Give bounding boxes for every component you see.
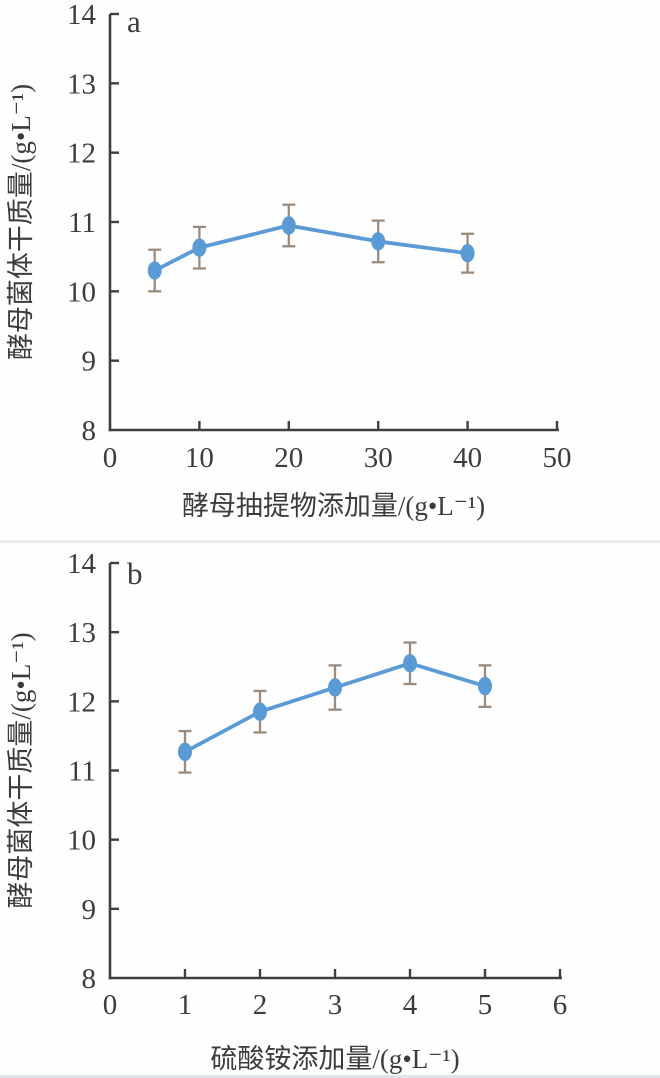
y-tick-label: 12 (67, 138, 96, 170)
y-tick-label: 13 (67, 617, 96, 649)
x-axis-label: 硫酸铵添加量/(g•L⁻¹) (210, 1044, 459, 1074)
data-point (460, 244, 475, 263)
y-tick-label: 10 (67, 276, 96, 308)
panel-separator (0, 540, 660, 543)
y-tick-label: 8 (82, 963, 97, 995)
data-point (253, 702, 267, 721)
y-tick-label: 11 (68, 756, 96, 788)
x-tick-label: 0 (103, 442, 118, 474)
data-point (147, 261, 162, 280)
chart-panel-b: 8 9 10 11 12 13 14 0 1 2 3 4 5 6 b 酵母菌体干质量/(g•L⁻¹) 硫酸铵添加… (0, 543, 660, 1075)
y-tick-label: 9 (82, 894, 97, 926)
x-tick-label: 5 (478, 989, 493, 1021)
y-axis-label: 酵母菌体干质量/(g•L⁻¹) (6, 84, 36, 360)
data-point (371, 232, 386, 251)
y-tick-label: 8 (82, 415, 97, 447)
y-tick-label: 13 (67, 68, 96, 100)
x-tick-label: 2 (253, 989, 268, 1021)
y-tick-label: 9 (82, 346, 97, 378)
y-axis-label: 酵母菌体干质量/(g•L⁻¹) (6, 632, 36, 908)
y-tick-label: 11 (68, 207, 96, 239)
chart-a: 8 9 10 11 12 13 14 0 10 20 30 40 50 a 酵母菌体干质量/(g•L⁻¹) 酵… (6, 0, 572, 521)
y-tick-label: 14 (67, 0, 97, 31)
chart-panel-a: 8 9 10 11 12 13 14 0 10 20 30 40 50 a 酵母菌体干质量/(g•L⁻¹) 酵… (6, 0, 572, 521)
y-tick-label: 14 (67, 548, 97, 580)
panel-label: a (127, 4, 141, 39)
panel-label: b (127, 556, 143, 591)
x-tick-label: 40 (453, 442, 482, 474)
x-axis-label: 酵母抽提物添加量/(g•L⁻¹) (182, 491, 485, 521)
x-tick-label: 6 (553, 989, 568, 1021)
y-tick-label: 10 (67, 825, 96, 857)
x-tick-label: 3 (328, 989, 343, 1021)
data-point (328, 678, 342, 697)
data-point (478, 676, 492, 696)
data-point (403, 654, 417, 673)
x-tick-label: 10 (185, 442, 214, 474)
x-tick-label: 4 (403, 989, 418, 1021)
x-tick-label: 20 (274, 442, 303, 474)
data-point (281, 216, 296, 235)
data-point (192, 238, 207, 257)
x-tick-label: 30 (364, 442, 393, 474)
y-tick-label: 12 (67, 686, 96, 718)
x-tick-label: 0 (103, 989, 118, 1021)
x-tick-label: 50 (543, 442, 572, 474)
x-tick-label: 1 (178, 989, 193, 1021)
data-point (178, 742, 192, 762)
